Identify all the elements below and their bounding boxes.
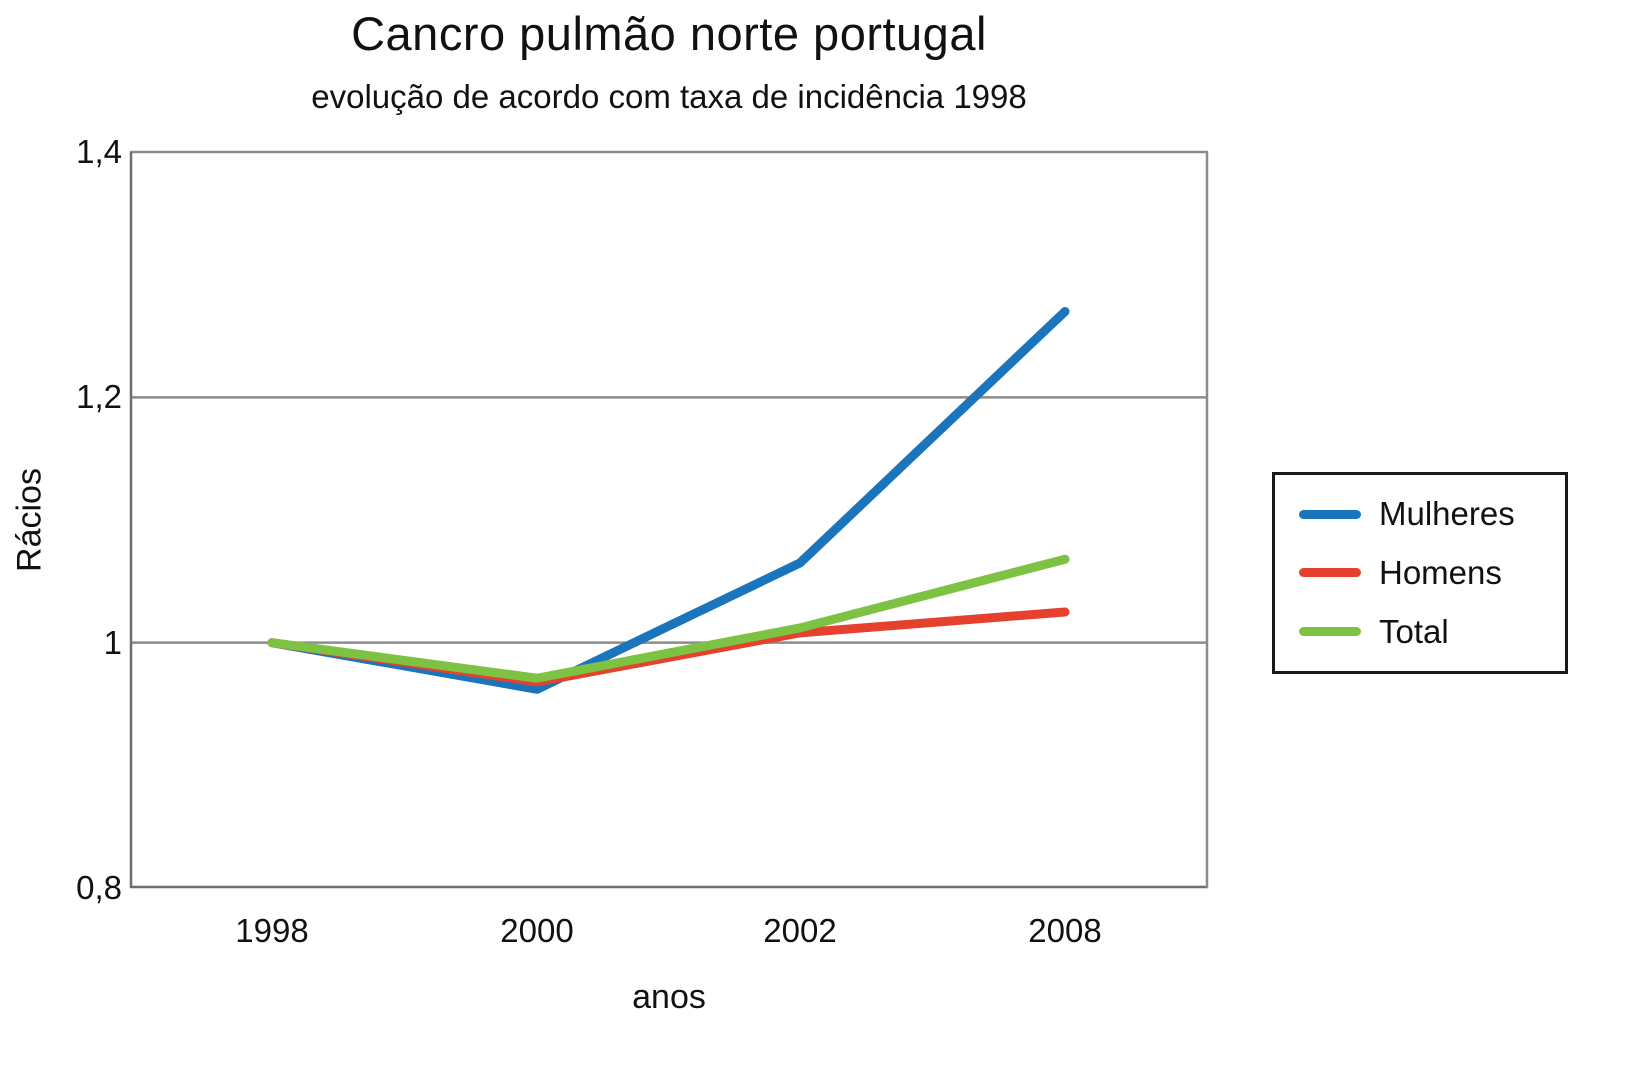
y-axis-label: Rácios (10, 468, 49, 572)
legend-label: Mulheres (1379, 495, 1515, 533)
plot-area (129, 150, 1209, 889)
series-line-total (267, 554, 1070, 683)
legend-label: Total (1379, 612, 1449, 650)
y-tick-label: 1,4 (76, 133, 122, 170)
legend-swatch-total (1299, 627, 1361, 637)
legend-item: Mulheres (1299, 495, 1565, 533)
legend-swatch-homens (1299, 568, 1361, 578)
y-tick-label: 1 (103, 624, 122, 661)
legend-item: Homens (1299, 554, 1565, 592)
x-tick-label: 1998 (235, 912, 309, 949)
series-line-mulheres (267, 306, 1070, 694)
x-tick-label: 2000 (500, 912, 574, 949)
legend-label: Homens (1379, 553, 1502, 591)
x-tick-label: 2002 (763, 912, 837, 949)
legend: Mulheres Homens Total (1272, 472, 1568, 674)
chart-title: Cancro pulmão norte portugal (351, 7, 987, 60)
chart-subtitle: evolução de acordo com taxa de incidênci… (311, 78, 1027, 115)
legend-swatch-mulheres (1299, 509, 1361, 519)
y-tick-label: 1,2 (76, 378, 122, 415)
x-tick-label: 2008 (1028, 912, 1102, 949)
y-tick-label: 0,8 (76, 869, 122, 906)
legend-item: Total (1299, 613, 1565, 651)
x-axis-label: anos (632, 978, 706, 1016)
